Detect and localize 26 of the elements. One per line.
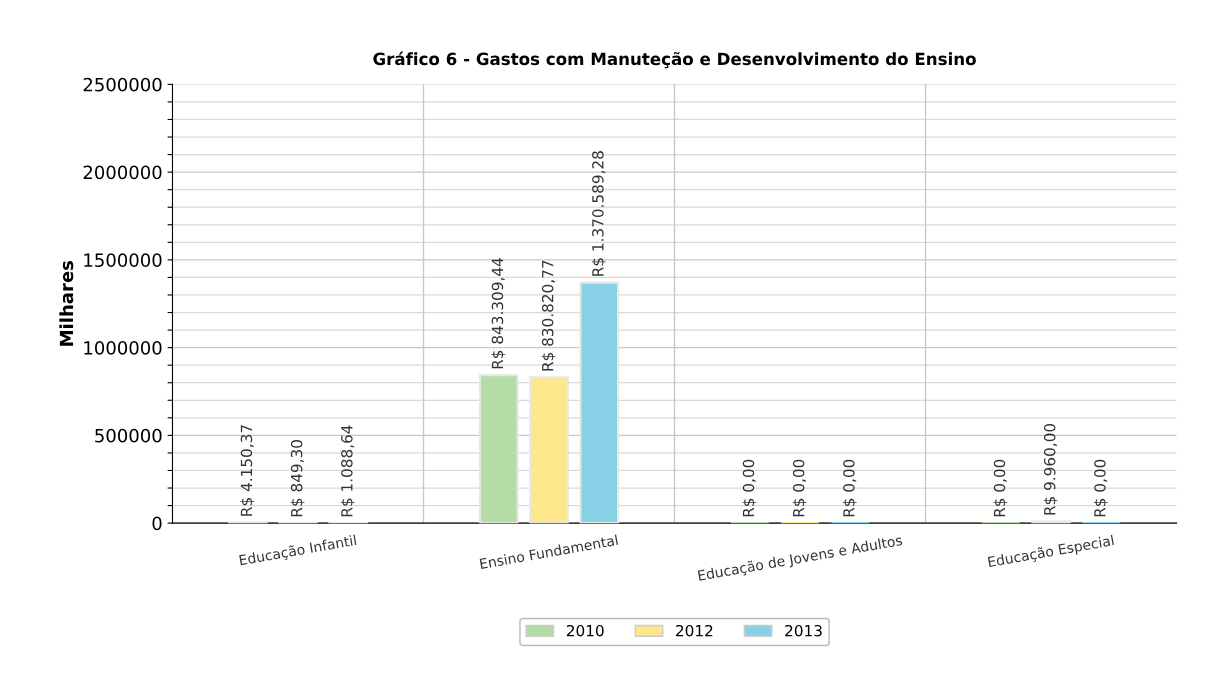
y-axis-title: Milhares <box>59 260 74 346</box>
data-label: R$ 4.150,37 <box>240 425 255 516</box>
data-label: R$ 0,00 <box>993 459 1008 517</box>
legend-label: 2013 <box>785 624 822 637</box>
chart-title: Gráfico 6 - Gastos com Manuteção e Desenvolvimento do Ensino <box>373 51 976 69</box>
y-tick-label: 2000000 <box>83 165 162 180</box>
legend-label: 2010 <box>566 624 604 637</box>
data-label: R$ 0,00 <box>1093 459 1108 517</box>
y-tick-label: 1000000 <box>84 341 162 355</box>
y-tick-label: 500000 <box>95 428 162 443</box>
data-label: R$ 0,00 <box>842 459 857 517</box>
data-label: R$ 843.309,44 <box>491 258 506 369</box>
legend-label: 2012 <box>676 624 713 637</box>
data-label: R$ 9.960,00 <box>1043 423 1058 515</box>
y-tick-label: 2500000 <box>83 77 162 92</box>
data-label: R$ 1.370.589,28 <box>591 151 606 276</box>
data-label: R$ 849,30 <box>290 440 305 517</box>
data-label: R$ 1.088,64 <box>340 425 355 517</box>
y-tick-label: 1500000 <box>84 253 162 267</box>
x-tick-label: Educação de Jovens e Adultos <box>697 534 903 584</box>
y-tick-label: 0 <box>152 516 162 531</box>
x-tick-label: Educação Infantil <box>239 534 357 568</box>
x-tick-label: Educação Especial <box>987 534 1115 570</box>
data-label: R$ 830.820,77 <box>541 260 556 371</box>
data-label: R$ 0,00 <box>742 459 757 517</box>
data-label: R$ 0,00 <box>792 459 807 517</box>
